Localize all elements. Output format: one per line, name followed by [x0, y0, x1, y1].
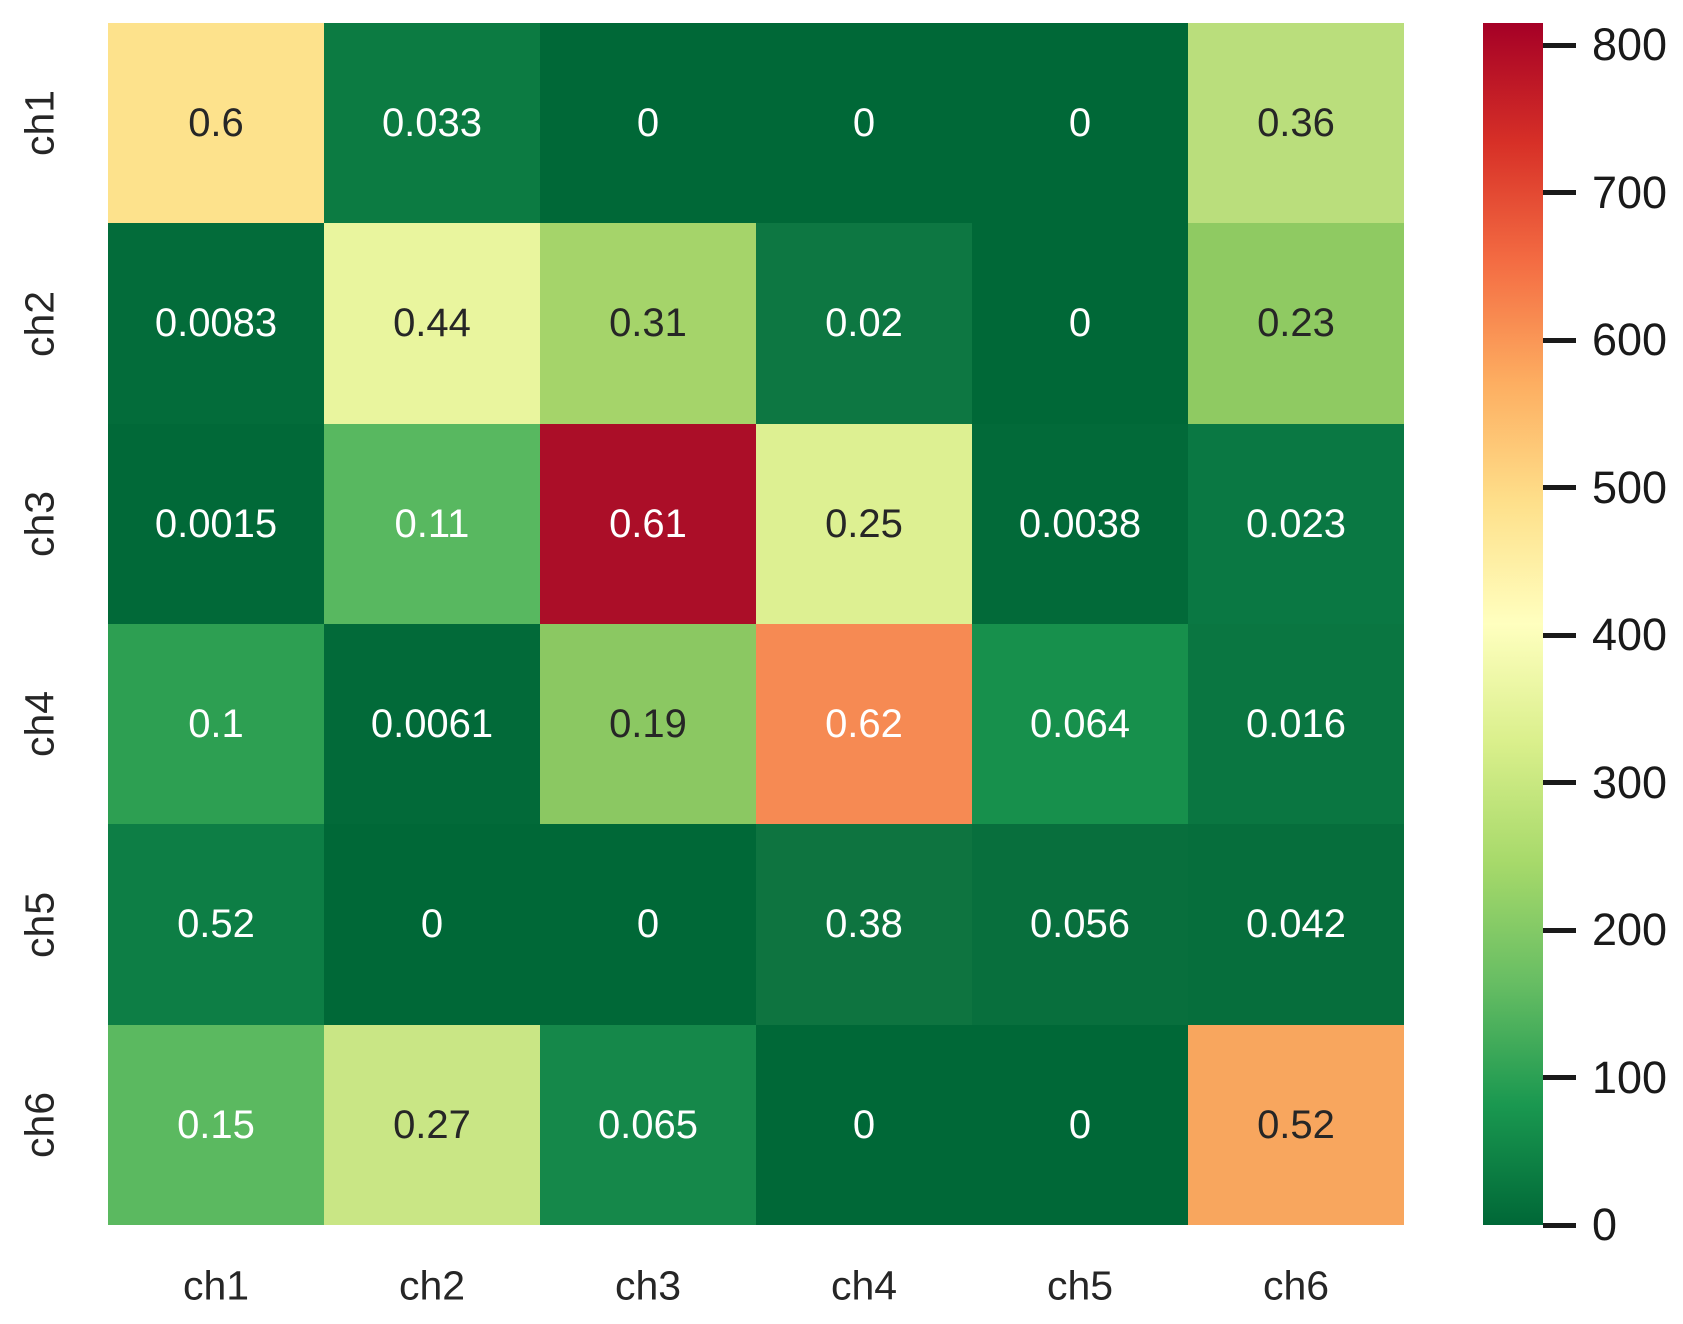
heatmap-grid: 0.6 0.033 0 0 0 0.36 0.0083 0.44 0.31 0.02 0 0.23 0.… [108, 23, 1404, 1225]
heatmap-cell-ch2-ch1: 0.0083 [108, 223, 324, 424]
heatmap-cell-ch1-ch3: 0 [540, 23, 756, 224]
heatmap-cell-ch4-ch5: 0.064 [972, 623, 1188, 825]
heatmap-cell-ch5-ch4: 0.38 [756, 824, 972, 1025]
heatmap-cell-ch5-ch6: 0.042 [1188, 824, 1404, 1025]
heatmap-cell-ch1-ch1: 0.6 [108, 23, 324, 224]
heatmap-cell-ch3-ch6: 0.023 [1188, 423, 1404, 624]
y-tick-label-ch3: ch3 [16, 490, 63, 557]
colorbar-gradient [1483, 23, 1543, 1225]
colorbar-tick-label-100: 100 [1592, 1051, 1668, 1103]
heatmap-cell-ch6-ch6: 0.52 [1188, 1024, 1404, 1225]
heatmap-cell-ch5-ch2: 0 [324, 824, 540, 1025]
colorbar-tick-mark [1543, 337, 1576, 343]
y-tick-label-ch2: ch2 [16, 290, 63, 357]
heatmap-cell-ch1-ch5: 0 [972, 23, 1188, 224]
colorbar-tick-mark [1543, 780, 1576, 786]
heatmap-cell-ch2-ch6: 0.23 [1188, 223, 1404, 424]
heatmap-cell-ch4-ch1: 0.1 [108, 623, 324, 825]
heatmap-cell-ch1-ch6: 0.36 [1188, 23, 1404, 224]
heatmap-cell-ch5-ch1: 0.52 [108, 824, 324, 1025]
x-tick-label-ch4: ch4 [830, 1262, 898, 1309]
heatmap-cell-ch6-ch3: 0.065 [540, 1024, 756, 1225]
heatmap-cell-ch3-ch2: 0.11 [324, 423, 540, 624]
heatmap-cell-ch3-ch5: 0.0038 [972, 423, 1188, 624]
colorbar-tick-label-200: 200 [1592, 904, 1668, 956]
heatmap-cell-ch4-ch6: 0.016 [1188, 623, 1404, 825]
heatmap-cell-ch2-ch5: 0 [972, 223, 1188, 424]
heatmap-cell-ch6-ch5: 0 [972, 1024, 1188, 1225]
heatmap-cell-ch3-ch3: 0.61 [540, 423, 756, 624]
heatmap-cell-ch6-ch2: 0.27 [324, 1024, 540, 1225]
x-tick-label-ch3: ch3 [614, 1262, 682, 1309]
colorbar-tick-label-700: 700 [1592, 166, 1668, 218]
y-tick-label-ch5: ch5 [16, 891, 63, 958]
colorbar-tick-label-600: 600 [1592, 314, 1668, 366]
colorbar-tick-mark [1543, 927, 1576, 933]
y-tick-label-ch6: ch6 [16, 1091, 63, 1158]
heatmap-cell-ch4-ch2: 0.0061 [324, 623, 540, 825]
heatmap-cell-ch5-ch3: 0 [540, 824, 756, 1025]
heatmap-cell-ch3-ch1: 0.0015 [108, 423, 324, 624]
x-tick-label-ch2: ch2 [398, 1262, 466, 1309]
heatmap-cell-ch2-ch2: 0.44 [324, 223, 540, 424]
y-tick-label-ch4: ch4 [16, 691, 63, 758]
x-tick-label-ch6: ch6 [1262, 1262, 1330, 1309]
colorbar-tick-label-400: 400 [1592, 609, 1668, 661]
heatmap-cell-ch6-ch4: 0 [756, 1024, 972, 1225]
y-tick-label-ch1: ch1 [16, 90, 63, 157]
colorbar-tick-mark [1543, 632, 1576, 638]
colorbar-tick-mark [1543, 1222, 1576, 1228]
heatmap-cell-ch5-ch5: 0.056 [972, 824, 1188, 1025]
heatmap-cell-ch1-ch4: 0 [756, 23, 972, 224]
colorbar-tick-mark [1543, 1075, 1576, 1080]
heatmap-cell-ch3-ch4: 0.25 [756, 423, 972, 624]
heatmap-cell-ch2-ch4: 0.02 [756, 223, 972, 424]
x-tick-label-ch5: ch5 [1046, 1262, 1114, 1309]
heatmap-cell-ch4-ch3: 0.19 [540, 623, 756, 825]
colorbar-tick-mark [1543, 190, 1576, 196]
colorbar-tick-label-0: 0 [1592, 1199, 1618, 1250]
heatmap-cell-ch2-ch3: 0.31 [540, 223, 756, 424]
colorbar-tick-mark [1543, 42, 1576, 48]
colorbar-tick-label-500: 500 [1592, 461, 1668, 513]
x-tick-label-ch1: ch1 [182, 1262, 250, 1309]
colorbar-tick-label-300: 300 [1592, 756, 1668, 808]
colorbar-tick-label-800: 800 [1592, 19, 1668, 71]
heatmap-cell-ch4-ch4: 0.62 [756, 623, 972, 825]
heatmap-cell-ch1-ch2: 0.033 [324, 23, 540, 224]
heatmap-cell-ch6-ch1: 0.15 [108, 1024, 324, 1225]
colorbar-tick-mark [1543, 485, 1576, 491]
